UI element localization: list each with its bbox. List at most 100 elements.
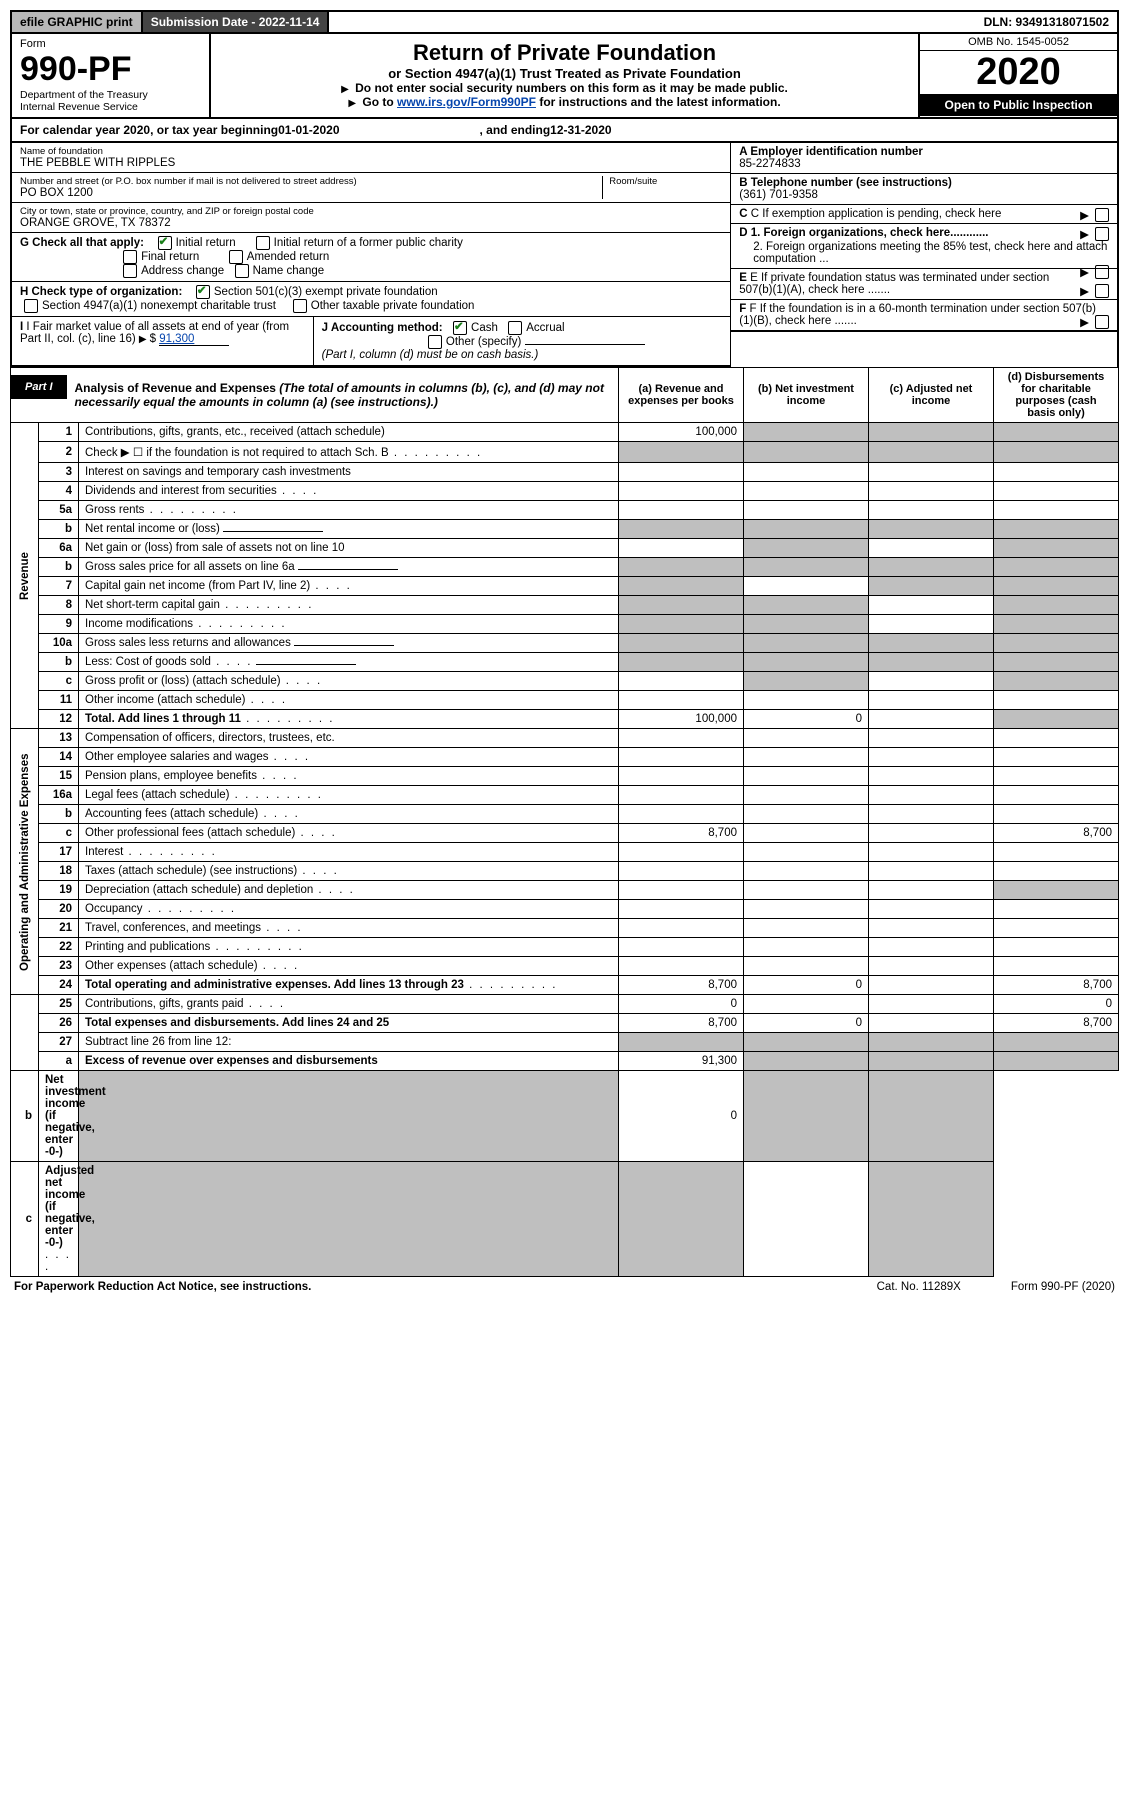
cell-d bbox=[994, 501, 1119, 520]
line-number: 18 bbox=[39, 862, 79, 881]
calyear-end: 12-31-2020 bbox=[550, 123, 611, 137]
spacer-cell bbox=[11, 995, 39, 1071]
cell-c bbox=[869, 615, 994, 634]
cell-c bbox=[869, 539, 994, 558]
chk-cash[interactable] bbox=[453, 321, 467, 335]
cell-d: 0 bbox=[994, 995, 1119, 1014]
table-row: 27Subtract line 26 from line 12: bbox=[11, 1033, 1119, 1052]
line-description: Dividends and interest from securities bbox=[79, 482, 619, 501]
irs-label: Internal Revenue Service bbox=[20, 101, 201, 113]
chk-amended[interactable] bbox=[229, 250, 243, 264]
cell-c bbox=[744, 1071, 869, 1162]
line-description: Other expenses (attach schedule) bbox=[79, 957, 619, 976]
line-description: Pension plans, employee benefits bbox=[79, 767, 619, 786]
cell-a bbox=[619, 691, 744, 710]
line-description: Other employee salaries and wages bbox=[79, 748, 619, 767]
line-description: Excess of revenue over expenses and disb… bbox=[79, 1052, 619, 1071]
chk-other-method[interactable] bbox=[428, 335, 442, 349]
efile-print-button[interactable]: efile GRAPHIC print bbox=[12, 12, 143, 32]
cell-b bbox=[744, 1052, 869, 1071]
cell-d bbox=[994, 577, 1119, 596]
chk-final[interactable] bbox=[123, 250, 137, 264]
line-number: b bbox=[39, 653, 79, 672]
line-number: 4 bbox=[39, 482, 79, 501]
line-description: Total operating and administrative expen… bbox=[79, 976, 619, 995]
foundation-name: THE PEBBLE WITH RIPPLES bbox=[20, 157, 722, 169]
opt-4947: Section 4947(a)(1) nonexempt charitable … bbox=[42, 300, 276, 312]
cell-c bbox=[869, 463, 994, 482]
table-row: 8Net short-term capital gain bbox=[11, 596, 1119, 615]
line-description: Gross profit or (loss) (attach schedule) bbox=[79, 672, 619, 691]
cell-d bbox=[994, 862, 1119, 881]
chk-501c3[interactable] bbox=[196, 285, 210, 299]
cell-a: 8,700 bbox=[619, 976, 744, 995]
pra-notice: For Paperwork Reduction Act Notice, see … bbox=[14, 1281, 311, 1293]
page-footer: For Paperwork Reduction Act Notice, see … bbox=[10, 1277, 1119, 1293]
opt-name: Name change bbox=[253, 265, 325, 277]
chk-accrual[interactable] bbox=[508, 321, 522, 335]
cell-c bbox=[869, 748, 994, 767]
chk-other-tax[interactable] bbox=[293, 299, 307, 313]
line-number: 26 bbox=[39, 1014, 79, 1033]
form-link[interactable]: www.irs.gov/Form990PF bbox=[397, 95, 536, 109]
cell-b bbox=[744, 634, 869, 653]
c-label: C If exemption application is pending, c… bbox=[751, 208, 1002, 220]
col-a-header: (a) Revenue and expenses per books bbox=[619, 368, 744, 423]
h-label: H Check type of organization: bbox=[20, 286, 182, 298]
calyear-mid: , and ending bbox=[480, 123, 551, 137]
cell-c bbox=[869, 976, 994, 995]
cell-d bbox=[994, 539, 1119, 558]
cell-d bbox=[994, 786, 1119, 805]
chk-d1[interactable] bbox=[1095, 227, 1109, 241]
chk-d2[interactable] bbox=[1095, 265, 1109, 279]
table-row: bNet rental income or (loss) bbox=[11, 520, 1119, 539]
opt-other-method: Other (specify) bbox=[446, 336, 521, 348]
cell-c bbox=[869, 957, 994, 976]
chk-4947[interactable] bbox=[24, 299, 38, 313]
line-description: Total. Add lines 1 through 11 bbox=[79, 710, 619, 729]
form-footer: Form 990-PF (2020) bbox=[1011, 1281, 1115, 1293]
cell-a: 8,700 bbox=[619, 824, 744, 843]
phone-value: (361) 701-9358 bbox=[739, 189, 818, 201]
chk-c[interactable] bbox=[1095, 208, 1109, 222]
cell-a bbox=[619, 463, 744, 482]
cell-d: 8,700 bbox=[994, 976, 1119, 995]
cell-d bbox=[994, 463, 1119, 482]
chk-name-change[interactable] bbox=[235, 264, 249, 278]
cell-d bbox=[994, 900, 1119, 919]
cell-a bbox=[619, 1033, 744, 1052]
line-description: Adjusted net income (if negative, enter … bbox=[39, 1162, 79, 1277]
chk-initial-return[interactable] bbox=[158, 236, 172, 250]
cell-a: 91,300 bbox=[619, 1052, 744, 1071]
cell-a bbox=[619, 881, 744, 900]
cell-a bbox=[619, 938, 744, 957]
cell-b bbox=[744, 786, 869, 805]
chk-f[interactable] bbox=[1095, 315, 1109, 329]
tax-year: 2020 bbox=[920, 51, 1117, 94]
cell-b bbox=[744, 729, 869, 748]
cell-c bbox=[744, 1162, 869, 1277]
cell-b bbox=[744, 653, 869, 672]
chk-addr-change[interactable] bbox=[123, 264, 137, 278]
line-number: 3 bbox=[39, 463, 79, 482]
instruction-1: Do not enter social security numbers on … bbox=[221, 81, 908, 95]
line-number: 12 bbox=[39, 710, 79, 729]
line-number: 24 bbox=[39, 976, 79, 995]
cell-d bbox=[994, 423, 1119, 442]
cell-a: 100,000 bbox=[619, 423, 744, 442]
cell-a: 0 bbox=[619, 995, 744, 1014]
table-row: 19Depreciation (attach schedule) and dep… bbox=[11, 881, 1119, 900]
line-number: c bbox=[11, 1162, 39, 1277]
chk-e[interactable] bbox=[1095, 284, 1109, 298]
line-description: Legal fees (attach schedule) bbox=[79, 786, 619, 805]
cell-d bbox=[994, 1033, 1119, 1052]
line-description: Compensation of officers, directors, tru… bbox=[79, 729, 619, 748]
line-description: Contributions, gifts, grants paid bbox=[79, 995, 619, 1014]
fmv-value[interactable]: 91,300 bbox=[159, 333, 229, 346]
table-row: 14Other employee salaries and wages bbox=[11, 748, 1119, 767]
chk-initial-public[interactable] bbox=[256, 236, 270, 250]
cell-a bbox=[619, 919, 744, 938]
cell-b bbox=[744, 520, 869, 539]
form-subtitle: or Section 4947(a)(1) Trust Treated as P… bbox=[221, 66, 908, 81]
cell-b bbox=[744, 672, 869, 691]
